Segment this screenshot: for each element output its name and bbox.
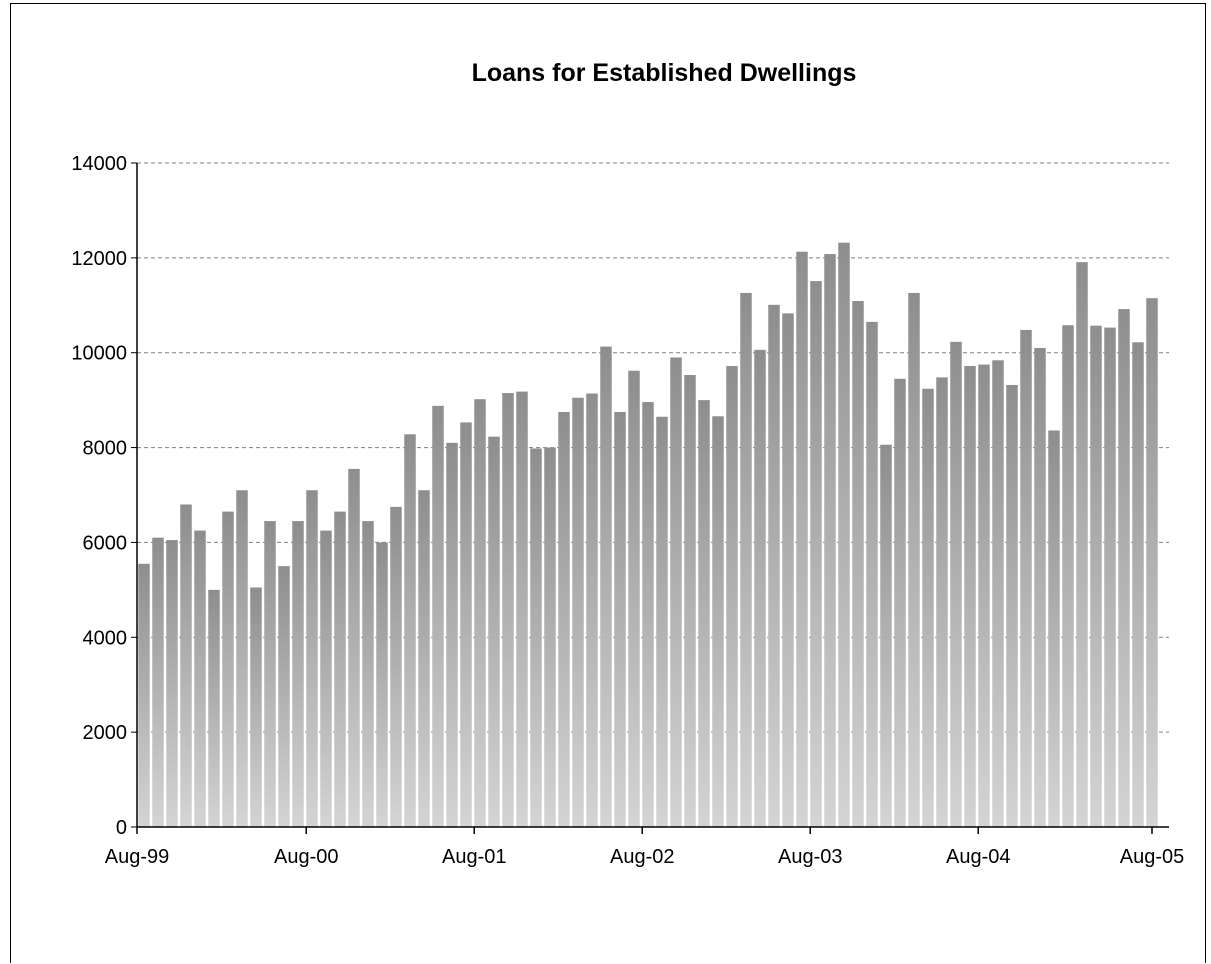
bar <box>838 242 850 827</box>
bar <box>488 436 500 827</box>
bar <box>614 412 626 827</box>
bar <box>712 416 724 827</box>
bar <box>908 292 920 827</box>
bar <box>306 490 318 827</box>
y-tick-label: 12000 <box>71 248 127 270</box>
bar <box>1048 430 1060 827</box>
bar <box>922 388 934 827</box>
bar <box>782 313 794 828</box>
bar <box>446 442 458 827</box>
bar <box>964 365 976 827</box>
bar <box>180 504 192 827</box>
bar <box>698 400 710 827</box>
bar <box>1006 384 1018 827</box>
bar <box>1118 309 1130 828</box>
bar <box>334 511 346 827</box>
bar <box>880 444 892 827</box>
bar <box>502 393 514 827</box>
bar <box>992 360 1004 827</box>
bar <box>418 490 430 827</box>
y-tick-labels: 0 2000 4000 6000 8000 10000 12000 14000 <box>71 153 127 839</box>
bar <box>600 346 612 827</box>
x-tick-label: Aug-02 <box>610 846 675 868</box>
y-tick-label: 0 <box>116 817 127 839</box>
bar <box>236 490 248 827</box>
bar <box>1104 327 1116 827</box>
x-tick-labels: Aug-99 Aug-00 Aug-01 Aug-02 Aug-03 Aug-04 Aug-… <box>105 846 1185 868</box>
bar <box>404 434 416 827</box>
bar <box>824 254 836 827</box>
x-tick-label: Aug-99 <box>105 846 170 868</box>
bar <box>208 589 220 827</box>
y-tick-label: 2000 <box>83 722 128 744</box>
bar <box>152 537 164 827</box>
x-tick-label: Aug-00 <box>274 846 339 868</box>
bar <box>936 377 948 827</box>
bar <box>978 364 990 827</box>
bar <box>278 566 290 827</box>
bar <box>320 530 332 827</box>
bar <box>1076 262 1088 827</box>
bar <box>516 391 528 827</box>
bar <box>292 521 304 827</box>
bar <box>852 301 864 827</box>
bar <box>796 251 808 827</box>
bar <box>474 399 486 827</box>
bar <box>530 448 542 827</box>
bar <box>222 511 234 827</box>
y-tick-label: 6000 <box>83 532 128 554</box>
bar <box>684 375 696 827</box>
bar <box>558 412 570 827</box>
chart-svg: Loans for Established Dwellings 0 2000 400… <box>71 59 1185 868</box>
bar <box>544 447 556 827</box>
bar <box>390 506 402 827</box>
bar <box>656 416 668 827</box>
bar <box>138 563 150 827</box>
bar <box>348 468 360 827</box>
bar <box>894 378 906 827</box>
chart-title: Loans for Established Dwellings <box>472 59 857 87</box>
bar <box>1062 325 1074 827</box>
y-tick-label: 8000 <box>83 438 128 460</box>
bar <box>628 370 640 827</box>
bar <box>754 349 766 827</box>
axes <box>131 162 1169 834</box>
bar <box>460 422 472 827</box>
y-tick-label: 14000 <box>71 153 127 175</box>
bar <box>642 402 654 827</box>
x-tick-label: Aug-05 <box>1120 846 1185 868</box>
x-tick-label: Aug-03 <box>778 846 843 868</box>
bar <box>950 341 962 827</box>
bar <box>166 540 178 827</box>
bar <box>726 365 738 827</box>
bar <box>740 292 752 827</box>
chart-frame: Loans for Established Dwellings 0 2000 400… <box>10 3 1206 963</box>
x-tick-label: Aug-04 <box>946 846 1011 868</box>
bar <box>572 397 584 827</box>
bar <box>376 542 388 827</box>
x-tick-label: Aug-01 <box>442 846 507 868</box>
bar <box>1020 329 1032 827</box>
bar <box>670 357 682 827</box>
bar <box>1034 347 1046 827</box>
bar <box>362 521 374 827</box>
bar <box>586 393 598 827</box>
y-tick-label: 10000 <box>71 343 127 365</box>
bar <box>768 304 780 827</box>
bar <box>1146 298 1158 827</box>
bar <box>250 587 262 827</box>
bar <box>194 530 206 827</box>
y-tick-label: 4000 <box>83 627 128 649</box>
bar <box>1090 325 1102 827</box>
bar <box>432 405 444 827</box>
bar <box>866 321 878 827</box>
bar <box>810 281 822 828</box>
bar <box>1132 342 1144 827</box>
bar <box>264 521 276 827</box>
bars <box>138 242 1158 828</box>
